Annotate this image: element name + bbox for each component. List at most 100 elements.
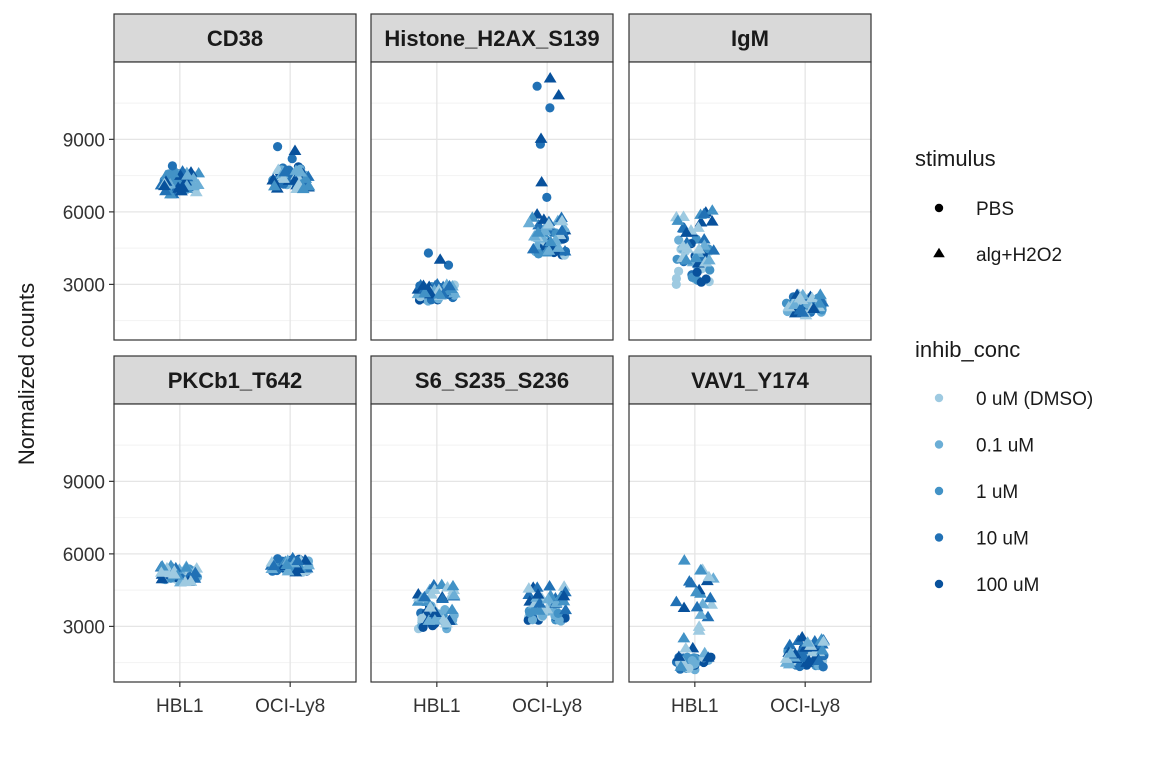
data-point — [445, 603, 459, 615]
facet-strip — [370, 355, 614, 405]
data-point — [555, 214, 569, 226]
data-point — [555, 224, 569, 235]
facet-strip — [628, 355, 872, 405]
axes: Normalized counts 3000 6000 9000 3000 6000 90… — [14, 130, 840, 717]
y-tick-label: 9000 — [63, 472, 105, 493]
data-point — [813, 297, 826, 308]
data-point — [522, 588, 536, 599]
data-point — [428, 583, 441, 595]
data-point — [705, 265, 715, 275]
data-point — [697, 207, 711, 219]
data-point — [672, 650, 686, 661]
data-point — [166, 166, 180, 178]
data-point — [167, 161, 177, 171]
data-points — [670, 204, 830, 320]
data-point — [674, 660, 688, 671]
data-point — [679, 253, 693, 265]
data-point — [433, 287, 446, 299]
legend-key-circle — [934, 203, 944, 213]
data-point — [696, 277, 706, 287]
data-point — [443, 260, 454, 270]
data-point — [705, 215, 719, 226]
data-point — [181, 169, 194, 180]
data-point — [544, 235, 558, 247]
data-point — [558, 244, 572, 256]
legend-label: 0 uM (DMSO) — [976, 389, 1093, 410]
data-point — [154, 566, 168, 577]
data-point — [687, 656, 697, 666]
data-point — [813, 288, 827, 299]
facet-strip-label: PKCb1_T642 — [168, 368, 303, 393]
data-point — [288, 144, 302, 155]
legend-key-color — [934, 393, 944, 403]
plot-area — [114, 62, 356, 340]
data-point — [782, 657, 796, 669]
data-point — [679, 642, 693, 653]
plot-area — [371, 62, 613, 340]
data-point — [689, 251, 703, 263]
data-point — [543, 72, 557, 83]
data-point — [278, 165, 292, 177]
data-point — [557, 589, 571, 601]
facet-strip-label: VAV1_Y174 — [691, 368, 810, 393]
facet-panel: S6_S235_S236 — [370, 355, 614, 683]
data-points — [669, 554, 830, 675]
data-point — [542, 218, 556, 229]
data-point — [291, 554, 305, 566]
data-point — [805, 291, 819, 303]
legend-key-triangle — [933, 247, 945, 258]
x-tick-label: OCI-Ly8 — [512, 696, 582, 717]
data-point — [542, 192, 552, 202]
data-point — [277, 172, 290, 183]
x-tick-label: HBL1 — [671, 696, 719, 717]
data-point — [796, 306, 810, 317]
data-point — [440, 616, 453, 628]
data-point — [531, 588, 545, 599]
data-point — [779, 652, 793, 663]
facet-panels: CD38 Histone_H2AX_S139 IgM PKCb1_T642 S6_S23… — [113, 13, 872, 683]
data-points — [154, 551, 316, 587]
data-point — [273, 554, 283, 564]
data-point — [684, 576, 698, 588]
legend-title: stimulus — [915, 146, 996, 171]
data-point — [671, 214, 685, 225]
plot-area — [629, 62, 871, 340]
facet-strip-label: CD38 — [207, 26, 263, 51]
panel-border — [113, 61, 357, 341]
data-point — [532, 604, 546, 615]
data-point — [433, 253, 447, 264]
legend-label: 100 uM — [976, 575, 1039, 596]
data-point — [167, 568, 181, 579]
data-point — [793, 291, 807, 303]
data-point — [191, 178, 205, 190]
data-point — [671, 279, 681, 289]
data-point — [680, 242, 694, 253]
data-point — [690, 600, 704, 612]
data-points — [411, 72, 572, 306]
data-point — [527, 615, 538, 625]
facet-strip-label: Histone_H2AX_S139 — [384, 26, 599, 51]
data-point — [680, 226, 693, 237]
data-point — [807, 302, 821, 313]
data-point — [817, 635, 830, 646]
data-point — [783, 638, 797, 650]
data-point — [694, 563, 708, 575]
data-point — [674, 235, 684, 245]
data-point — [418, 622, 428, 633]
data-point — [436, 592, 449, 604]
plot-area — [114, 404, 356, 682]
data-point — [557, 580, 571, 591]
data-point — [531, 226, 545, 237]
data-point — [705, 598, 719, 609]
facet-panel: IgM — [628, 13, 872, 341]
legend-label: alg+H2O2 — [976, 245, 1062, 266]
data-point — [417, 279, 430, 290]
data-point — [553, 608, 563, 619]
data-point — [694, 608, 708, 619]
data-point — [677, 631, 691, 643]
x-tick-label: OCI-Ly8 — [770, 696, 840, 717]
data-point — [429, 606, 442, 617]
facet-strip — [628, 13, 872, 63]
data-point — [423, 601, 437, 612]
